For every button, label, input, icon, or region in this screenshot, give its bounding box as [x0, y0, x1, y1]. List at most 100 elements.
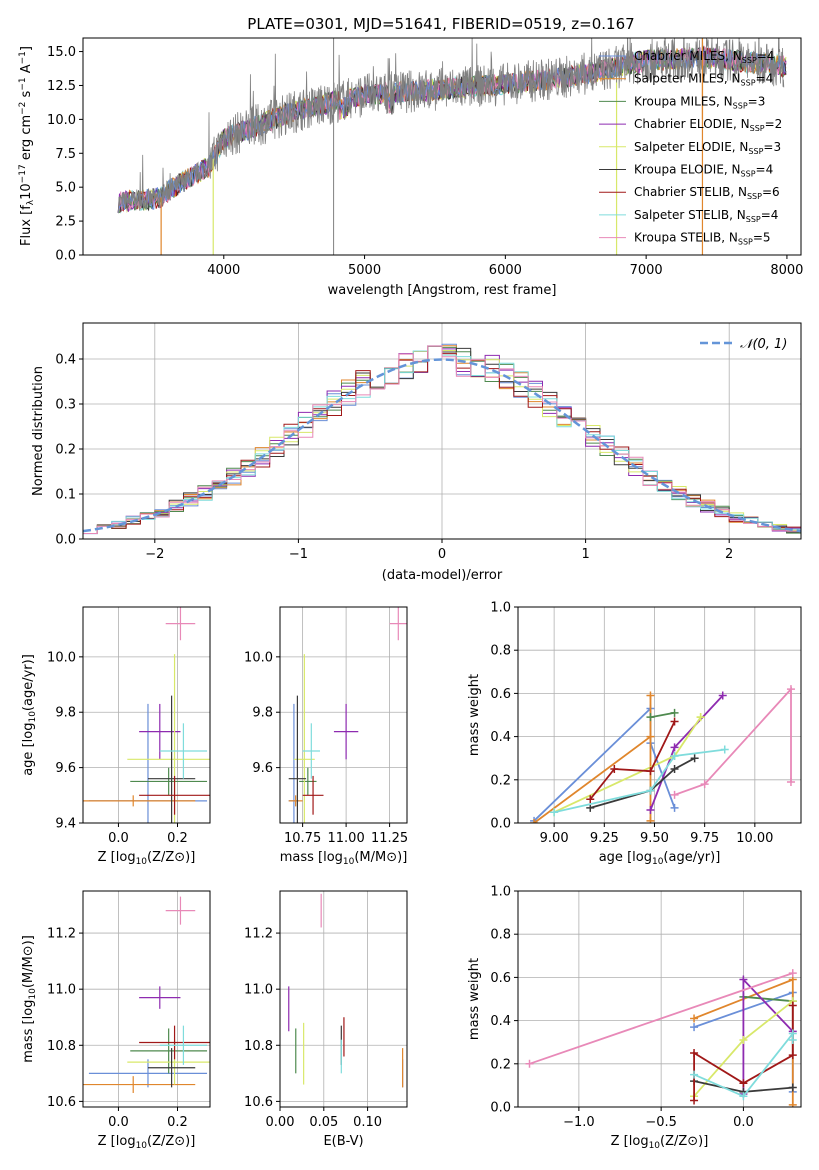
legend-label: Salpeter MILES, NSSP=4 — [634, 72, 773, 88]
residual-xtick-label: −2 — [145, 547, 164, 562]
weight-marker — [786, 777, 795, 786]
mass-vs-ebv-panel: 0.00 0.05 0.10 10.6 10.8 11.0 11.2 E(B-V) — [244, 890, 408, 1149]
xtick-label: 10.75 — [284, 831, 321, 846]
residual-xtick-label: 1 — [581, 547, 589, 562]
weight-marker — [739, 975, 748, 984]
legend-label: Kroupa MILES, NSSP=3 — [634, 94, 765, 110]
ytick-label: 9.6 — [252, 761, 273, 776]
spectrum-xtick-label: 5000 — [348, 263, 381, 278]
spectrum-ytick-label: 15.0 — [47, 45, 76, 60]
weight-line — [553, 748, 725, 814]
residual-xlabel: (data-model)/error — [382, 568, 503, 583]
weight-marker — [690, 1070, 699, 1079]
ytick-label: 0.8 — [490, 928, 511, 943]
residual-ytick-label: 0.3 — [55, 398, 76, 413]
xtick-label: 0.10 — [353, 1115, 382, 1130]
spectrum-xtick-label: 8000 — [770, 263, 803, 278]
residual-histogram — [83, 343, 801, 535]
spectrum-ytick-label: 10.0 — [47, 113, 76, 128]
weight-marker — [670, 790, 679, 799]
ytick-label: 0.2 — [490, 1057, 511, 1072]
spectrum-ytick-label: 12.5 — [47, 79, 76, 94]
panel-frame — [517, 606, 802, 824]
weight-marker — [586, 803, 595, 812]
ytick-label: 9.6 — [55, 761, 76, 776]
plot-area — [288, 893, 404, 1088]
xtick-label: 0.05 — [309, 1115, 338, 1130]
residual-xtick-label: 0 — [438, 547, 446, 562]
weight-marker — [788, 1083, 797, 1092]
panel-xlabel: age [log10(age/yr)] — [599, 850, 721, 867]
weight-marker — [670, 803, 679, 812]
weight-marker — [718, 691, 727, 700]
panel-xlabel: Z [log10(Z/Z⊙)] — [98, 850, 196, 867]
panel-xlabel: Z [log10(Z/Z⊙)] — [98, 1134, 196, 1151]
panel-xlabel: Z [log10(Z/Z⊙)] — [611, 1134, 709, 1151]
weight-line — [649, 694, 724, 811]
weight-marker — [739, 1079, 748, 1088]
ytick-label: 0.4 — [490, 730, 511, 745]
xtick-label: 0.0 — [733, 1115, 754, 1130]
panel-frame — [82, 890, 211, 1108]
ytick-label: 10.8 — [244, 1039, 273, 1054]
ytick-label: 10.6 — [244, 1095, 273, 1110]
weight-marker — [670, 708, 679, 717]
ytick-label: 0.0 — [490, 1101, 511, 1116]
weight-line — [529, 972, 794, 1065]
spectrum-ytick-label: 0.0 — [55, 249, 76, 264]
xtick-label: 0.0 — [108, 1115, 129, 1130]
xtick-label: 10.00 — [736, 831, 773, 846]
weight-line — [589, 721, 676, 800]
ytick-label: 10.0 — [47, 650, 76, 665]
plot-area — [83, 896, 210, 1093]
normal-legend-label: 𝒩(0, 1) — [740, 337, 787, 352]
spectrum-panel: PLATE=0301, MJD=51641, FIBERID=0519, z=0… — [18, 15, 803, 298]
weight-marker — [670, 743, 679, 752]
age-vs-z-panel: 0.0 0.2 9.4 9.6 9.8 10.0 Z [log10(Z/Z⊙)] age [l… — [21, 606, 211, 867]
ytick-label: 0.4 — [490, 1014, 511, 1029]
residual-ytick-label: 0.1 — [55, 488, 76, 503]
legend-label: Kroupa ELODIE, NSSP=4 — [634, 163, 773, 179]
weight-marker — [646, 691, 655, 700]
spectrum-ytick-label: 2.5 — [55, 215, 76, 230]
weight-marker — [550, 808, 559, 817]
xtick-label: 11.00 — [328, 831, 365, 846]
spectrum-ytick-label: 7.5 — [55, 147, 76, 162]
ytick-label: 10.0 — [244, 650, 273, 665]
ytick-label: 9.8 — [252, 706, 273, 721]
ytick-label: 0.6 — [490, 687, 511, 702]
spectrum-xtick-label: 4000 — [207, 263, 240, 278]
weight-marker — [788, 1036, 797, 1045]
plot-area — [525, 969, 797, 1107]
chart-title: PLATE=0301, MJD=51641, FIBERID=0519, z=0… — [247, 15, 634, 33]
weight-marker — [739, 1036, 748, 1045]
weight-marker — [646, 806, 655, 815]
plot-area — [83, 607, 210, 823]
weight-marker — [690, 1014, 699, 1023]
weight-marker — [720, 745, 729, 754]
weight-vs-z-panel: −1.0 −0.5 0.0 0.0 0.2 0.4 0.6 0.8 1.0 Z [log10(Z/… — [467, 885, 802, 1151]
weight-marker — [670, 717, 679, 726]
ytick-label: 11.2 — [244, 927, 273, 942]
ytick-label: 9.8 — [55, 706, 76, 721]
weight-marker — [530, 819, 539, 823]
ytick-label: 0.0 — [490, 817, 511, 832]
weight-marker — [700, 780, 709, 789]
weight-marker — [690, 1023, 699, 1032]
age-vs-mass-panel: 10.75 11.00 11.25 9.6 9.8 10.0 mass [log10(M/M… — [244, 606, 408, 867]
weight-marker — [610, 765, 619, 773]
weight-marker — [525, 1059, 534, 1068]
xtick-label: 0.2 — [167, 831, 188, 846]
plot-area — [530, 685, 795, 823]
legend-label: Kroupa STELIB, NSSP=5 — [634, 231, 771, 247]
residual-ylabel: Normed distribution — [31, 366, 46, 496]
panel-ylabel: mass weight — [467, 674, 482, 756]
residual-ytick-label: 0.0 — [55, 533, 76, 548]
ytick-label: 0.6 — [490, 971, 511, 986]
xtick-label: 9.00 — [540, 831, 569, 846]
weight-marker — [586, 795, 595, 804]
weight-line — [590, 757, 696, 809]
weight-marker — [690, 1049, 699, 1057]
weight-line — [743, 995, 793, 1003]
